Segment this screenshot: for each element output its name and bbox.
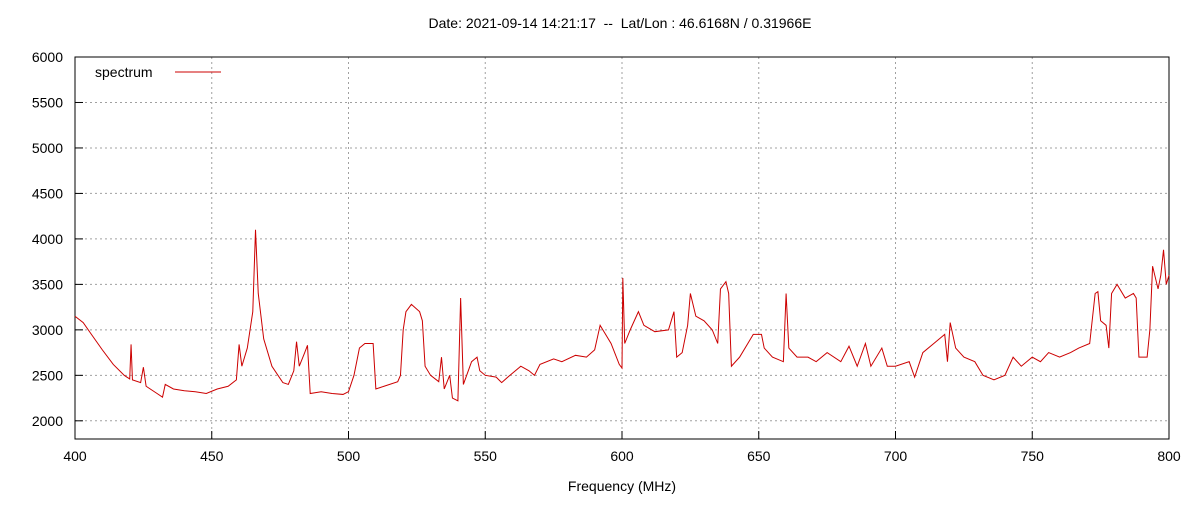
x-axis-label: Frequency (MHz) bbox=[568, 478, 676, 494]
x-tick-label: 400 bbox=[63, 448, 87, 464]
y-tick-label: 3500 bbox=[32, 276, 63, 292]
y-tick-label: 5500 bbox=[32, 94, 63, 110]
y-tick-label: 4000 bbox=[32, 231, 63, 247]
x-tick-label: 600 bbox=[610, 448, 634, 464]
legend-label: spectrum bbox=[95, 64, 153, 80]
x-tick-label: 500 bbox=[337, 448, 361, 464]
y-tick-label: 5000 bbox=[32, 140, 63, 156]
y-tick-label: 4500 bbox=[32, 185, 63, 201]
x-tick-label: 700 bbox=[884, 448, 908, 464]
x-tick-label: 800 bbox=[1157, 448, 1181, 464]
y-tick-label: 2000 bbox=[32, 413, 63, 429]
x-tick-label: 450 bbox=[200, 448, 224, 464]
data-line bbox=[74, 229, 1170, 402]
x-tick-label: 550 bbox=[474, 448, 498, 464]
y-tick-label: 3000 bbox=[32, 322, 63, 338]
y-tick-label: 2500 bbox=[32, 367, 63, 383]
y-tick-label: 6000 bbox=[32, 49, 63, 65]
chart-title: Date: 2021-09-14 14:21:17 -- Lat/Lon : 4… bbox=[429, 15, 812, 31]
plot-frame bbox=[74, 56, 1170, 440]
x-tick-label: 650 bbox=[747, 448, 771, 464]
x-tick-label: 750 bbox=[1021, 448, 1045, 464]
